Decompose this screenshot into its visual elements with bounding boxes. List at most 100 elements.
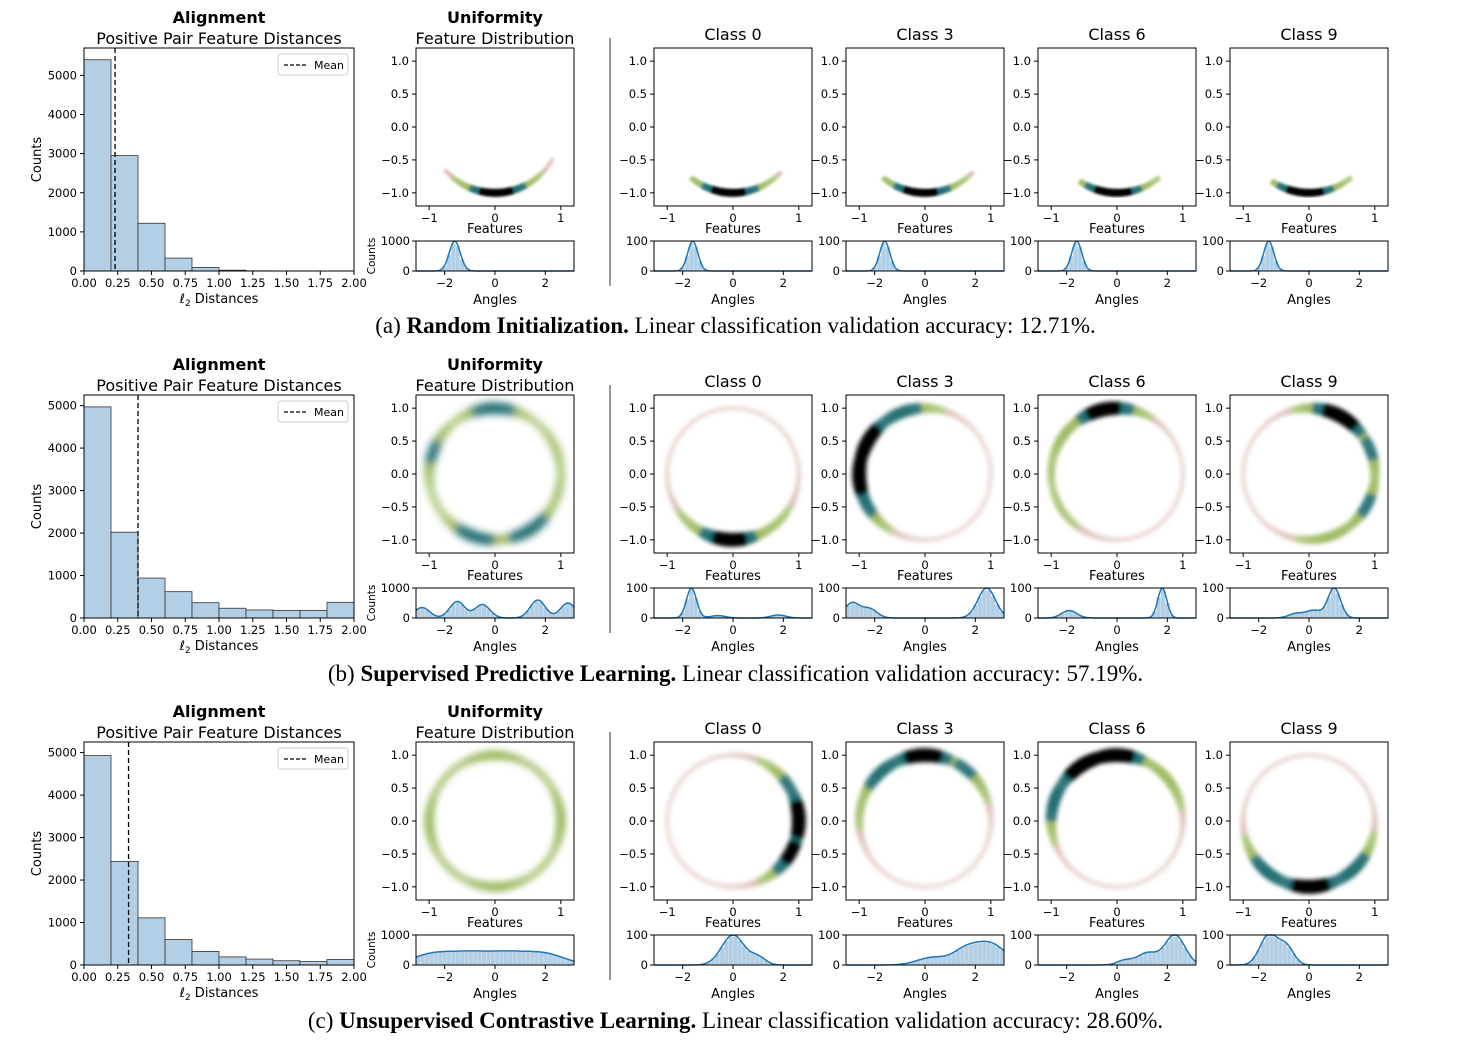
density-segment — [965, 521, 971, 527]
density-segment — [739, 752, 744, 759]
density-segment — [979, 439, 986, 446]
density-segment — [442, 424, 452, 434]
density-segment — [1248, 502, 1255, 509]
density-segment — [777, 425, 784, 432]
density-segment — [1173, 846, 1180, 852]
density-ring — [664, 406, 802, 547]
angle-bar — [964, 945, 970, 966]
histogram-bar — [164, 591, 193, 619]
density-segment — [897, 879, 903, 885]
density-segment — [930, 404, 936, 414]
density-segment — [962, 765, 973, 777]
angle-bar — [1295, 612, 1301, 619]
density-segment — [1174, 445, 1181, 452]
density-segment — [450, 764, 459, 774]
density-segment — [1364, 842, 1375, 850]
density-segment — [1315, 879, 1322, 894]
density-segment — [1080, 409, 1090, 423]
density-segment — [515, 184, 522, 193]
density-segment — [1173, 442, 1180, 449]
angle-bar — [1282, 942, 1288, 966]
x-axis-label: Angles — [1287, 293, 1331, 308]
density-segment — [1058, 775, 1071, 787]
y-tick-label: 100 — [818, 581, 840, 595]
density-segment — [936, 187, 943, 196]
density-segment — [898, 752, 907, 766]
density-segment — [507, 879, 514, 891]
density-segment — [914, 884, 919, 889]
density-segment — [1158, 422, 1166, 430]
x-tick-label: 2 — [542, 276, 549, 290]
density-segment — [513, 406, 521, 418]
density-segment — [1133, 534, 1139, 540]
density-segment — [794, 455, 800, 461]
density-segment — [868, 425, 881, 438]
y-tick-label: 3000 — [48, 147, 77, 161]
density-segment — [1178, 833, 1184, 839]
angle-histogram — [650, 587, 813, 622]
y-tick-label: 0.0 — [629, 120, 647, 134]
angle-bar — [420, 955, 425, 966]
density-segment — [706, 184, 714, 193]
density-segment — [1051, 788, 1064, 798]
density-segment — [754, 529, 763, 541]
caption-c-rest: Linear classification validation accurac… — [696, 1008, 1164, 1033]
y-tick-label: 0 — [1025, 264, 1032, 278]
density-segment — [888, 410, 898, 423]
density-segment — [1339, 524, 1348, 536]
density-segment — [1063, 423, 1074, 434]
density-segment — [708, 756, 714, 762]
density-segment — [784, 784, 797, 794]
density-segment — [555, 809, 566, 815]
density-segment — [665, 483, 672, 489]
plot-frame — [1229, 47, 1389, 207]
density-segment — [424, 809, 435, 816]
density-segment — [1370, 806, 1377, 812]
density-segment — [506, 404, 514, 416]
y-tick-label: 0 — [641, 958, 648, 972]
density-segment — [1051, 496, 1061, 503]
density-segment — [721, 532, 728, 547]
density-segment — [1368, 462, 1380, 468]
density-segment — [1086, 877, 1092, 884]
density-segment — [785, 504, 794, 512]
density-segment — [546, 504, 557, 513]
density-segment — [746, 881, 752, 889]
density-segment — [1241, 806, 1247, 812]
density-segment — [425, 833, 437, 840]
density-segment — [1290, 878, 1298, 892]
density-segment — [943, 185, 950, 194]
density-segment — [983, 843, 989, 849]
density-segment — [784, 847, 798, 858]
density-segment — [1050, 840, 1060, 847]
density-segment — [467, 184, 475, 193]
density-segment — [1059, 429, 1070, 439]
x-tick-label: 0 — [1305, 970, 1312, 984]
y-tick-label: −0.5 — [1195, 500, 1223, 514]
density-segment — [779, 775, 791, 786]
density-segment — [1068, 865, 1075, 873]
y-tick-label: 0.0 — [1205, 814, 1223, 828]
y-tick-label: 4000 — [48, 108, 77, 122]
density-segment — [707, 529, 716, 543]
density-segment — [1176, 802, 1186, 809]
histogram-bar — [218, 956, 247, 966]
histogram-bar — [326, 959, 355, 966]
density-segment — [682, 863, 689, 870]
density-segment — [890, 528, 898, 536]
density-segment — [781, 509, 790, 518]
y-tick-label: 3000 — [48, 484, 77, 498]
density-segment — [857, 795, 868, 803]
density-segment — [679, 428, 686, 435]
histogram-bar — [137, 917, 166, 966]
density-segment — [672, 440, 678, 446]
density-segment — [1346, 865, 1358, 877]
density-segment — [1354, 511, 1365, 522]
density-segment — [712, 881, 718, 887]
density-segment — [1125, 403, 1132, 416]
plot-frame — [653, 394, 813, 554]
density-segment — [523, 874, 531, 884]
class-title: Class 3 — [896, 372, 953, 391]
density-segment — [429, 843, 439, 851]
density-segment — [425, 480, 435, 486]
